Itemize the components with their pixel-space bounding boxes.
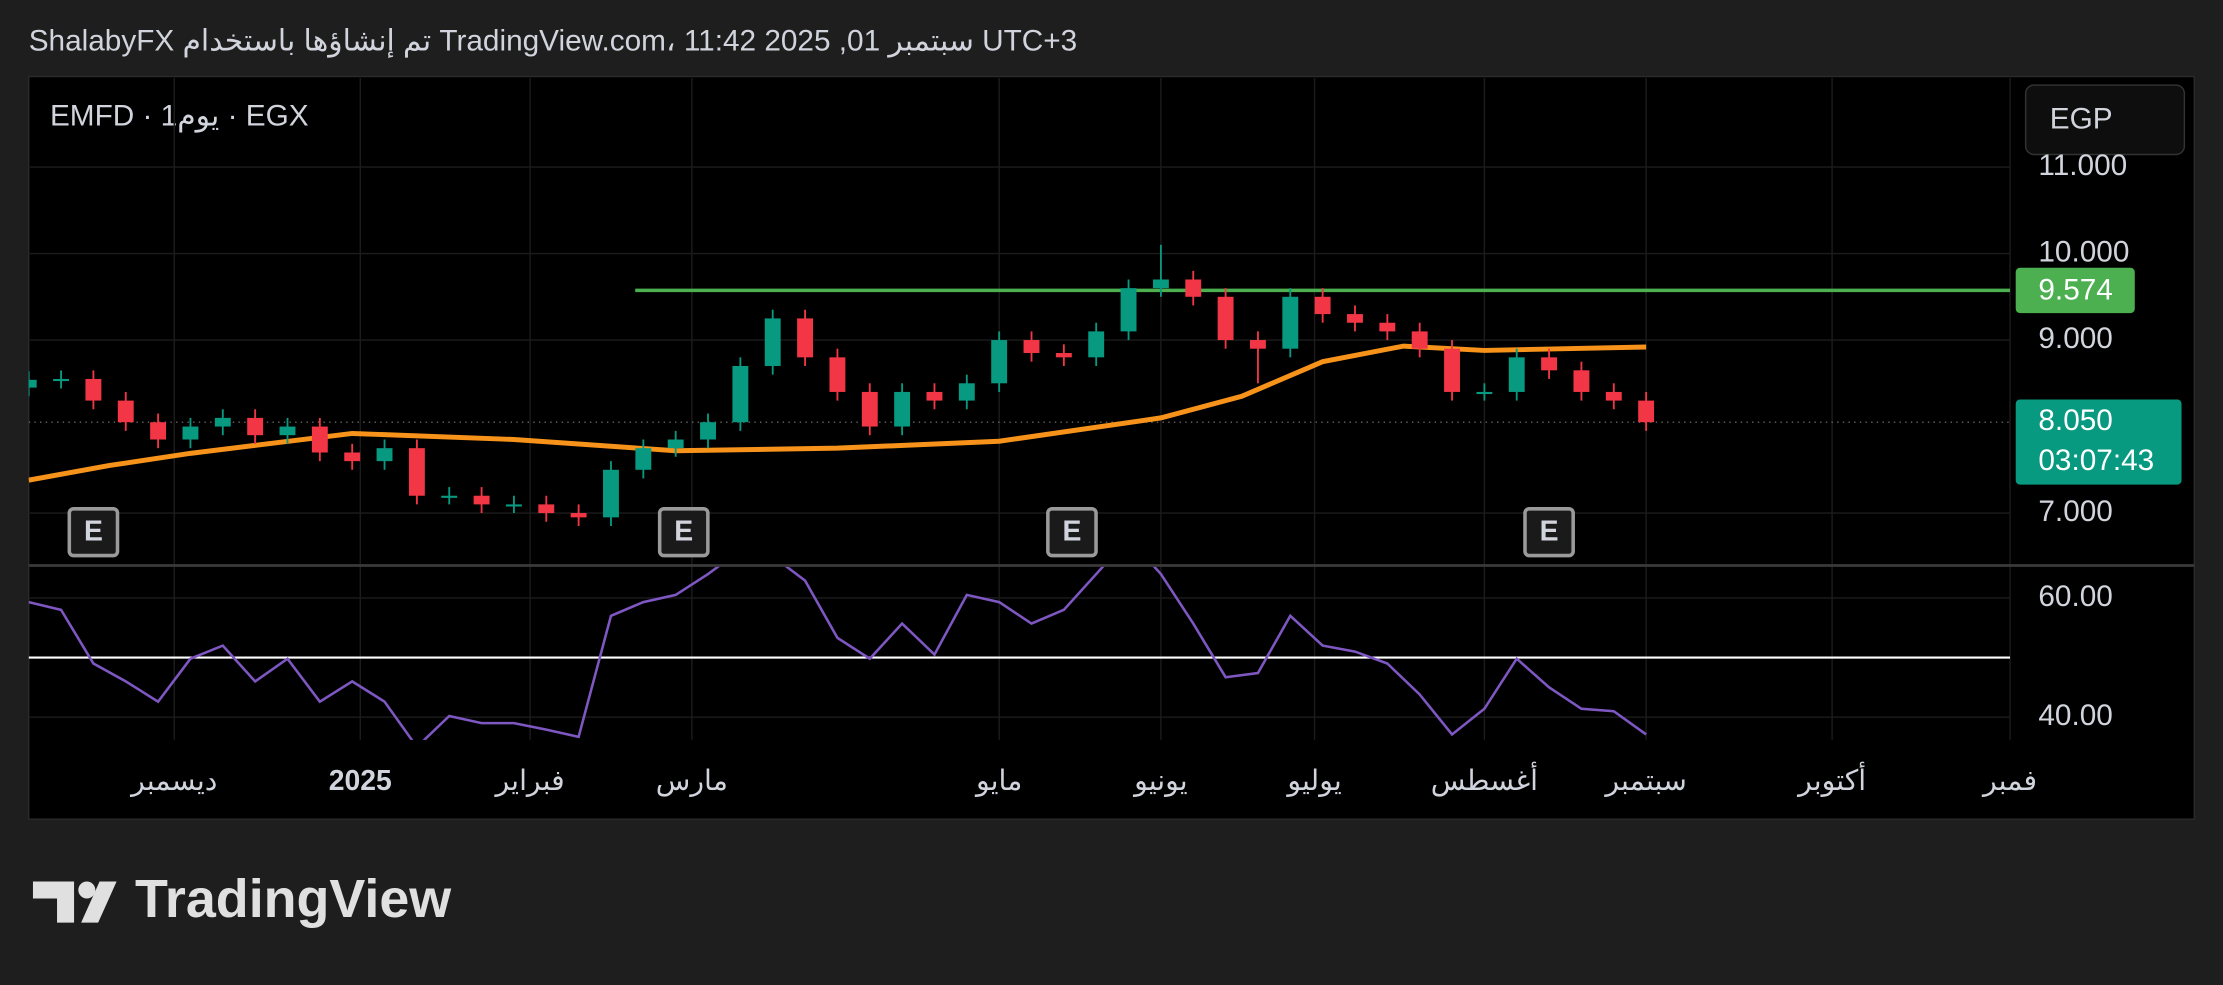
y-tick-label: 9.000: [2038, 322, 2112, 355]
currency[interactable]: EGP: [2050, 102, 2113, 135]
y-tick-label: 11.000: [2038, 149, 2127, 182]
candle-body: [1249, 340, 1266, 349]
last-price-box: [2015, 399, 2182, 485]
x-tick-label: مايو: [974, 765, 1022, 797]
x-tick-label: فمبر: [1981, 765, 2037, 797]
candle-body: [1347, 314, 1363, 323]
candle-body: [1541, 357, 1558, 371]
candle-body: [1411, 331, 1428, 349]
candle-body: [473, 495, 490, 505]
candle-body: [603, 469, 619, 518]
candle-body: [279, 426, 296, 436]
candle-body: [861, 391, 878, 427]
candle-body: [1314, 296, 1331, 315]
x-tick-label: مارس: [656, 765, 728, 797]
x-tick-label: فبراير: [494, 765, 565, 797]
earnings-label: E: [674, 515, 693, 547]
candle-body: [182, 426, 199, 440]
last-price-label: 8.050: [2038, 404, 2112, 437]
candle-body: [28, 379, 37, 388]
candle-body: [829, 357, 846, 392]
candle-body: [1282, 296, 1299, 349]
currency-box[interactable]: [2024, 84, 2186, 156]
candle-body: [311, 426, 328, 453]
earnings-marker: [1046, 507, 1098, 558]
candle-body: [570, 513, 587, 518]
rsi-tick-label: 40.00: [2038, 699, 2112, 732]
x-tick-label: سبتمبر: [1603, 765, 1686, 797]
candle-body: [441, 495, 458, 498]
candle-body: [408, 448, 425, 496]
candle-body: [1152, 279, 1169, 289]
candle-body: [1088, 331, 1105, 358]
candle-body: [732, 365, 749, 423]
candle-body: [1120, 288, 1137, 332]
candle-body: [991, 340, 1008, 384]
candle-body: [958, 383, 975, 401]
symbol-title: EMFD · 1يوم · EGX: [50, 99, 309, 132]
x-tick-label: أكتوبر: [1796, 761, 1866, 797]
rsi-tick-label: 60.00: [2038, 580, 2112, 613]
candle-body: [214, 417, 231, 427]
x-tick-label: يوليو: [1285, 765, 1341, 797]
earnings-marker: [67, 507, 120, 558]
candle-body: [1508, 357, 1525, 392]
candle-body: [344, 452, 361, 462]
x-tick-label: أغسطس: [1431, 761, 1538, 797]
candle-body: [635, 448, 652, 470]
level-price-box: [2015, 267, 2135, 314]
x-tick-label: ديسمبر: [129, 765, 217, 797]
candle-body: [247, 417, 264, 436]
candle-body: [53, 378, 70, 382]
candle-body: [1605, 391, 1622, 401]
y-tick-label: 10.000: [2038, 235, 2129, 268]
countdown-label: 03:07:43: [2038, 444, 2154, 477]
candle-body: [117, 400, 134, 423]
x-tick-label: 2025: [329, 765, 392, 797]
candle-body: [700, 422, 716, 440]
candle-body: [894, 391, 911, 427]
candle-body: [1444, 348, 1460, 392]
x-tick-label: يونيو: [1132, 765, 1188, 797]
candle-body: [538, 504, 555, 514]
candle-body: [926, 391, 943, 401]
brand-logo: [32, 881, 117, 923]
level-price-label: 9.574: [2038, 274, 2112, 307]
earnings-label: E: [1062, 515, 1081, 547]
y-tick-label: 7.000: [2038, 495, 2112, 528]
candle-body: [797, 318, 814, 358]
candle-body: [1638, 400, 1655, 423]
candle-body: [1379, 322, 1396, 332]
earnings-label: E: [84, 515, 103, 547]
candle-body: [1185, 279, 1202, 297]
chart-panel: [28, 75, 2195, 820]
earnings-marker: [657, 507, 710, 558]
rsi-line: [28, 566, 1647, 740]
candle-body: [85, 378, 102, 401]
earnings-label: E: [1540, 515, 1559, 547]
candle-body: [1055, 353, 1072, 358]
candle-body: [1217, 296, 1234, 341]
candle-body: [764, 318, 781, 366]
brand: TradingView: [135, 869, 451, 929]
earnings-marker: [1523, 507, 1575, 558]
candle-body: [1023, 340, 1040, 354]
candle-body: [1476, 391, 1493, 395]
header: ShalabyFX تم إنشاؤها باستخدام TradingVie…: [29, 24, 1078, 58]
candle-body: [667, 439, 684, 449]
candle-body: [376, 448, 393, 462]
candle-body: [1573, 370, 1590, 392]
candle-body: [150, 422, 167, 440]
candle-body: [505, 504, 522, 507]
